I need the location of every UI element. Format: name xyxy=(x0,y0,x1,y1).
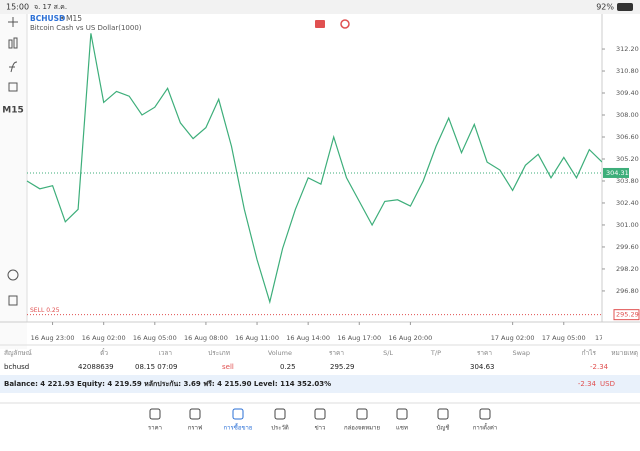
cell-time: 08.15 07:09 xyxy=(135,363,177,371)
column-header: S/L xyxy=(383,349,393,357)
y-tick-label: 312.20 xyxy=(616,45,639,53)
objects-tool[interactable] xyxy=(8,82,18,92)
cell-type: sell xyxy=(222,363,234,371)
x-tick-label: 16 Aug 02:00 xyxy=(82,334,126,342)
x-tick-label: 16 Aug 17:00 xyxy=(337,334,381,342)
column-header: Volume xyxy=(268,349,292,357)
column-header: T/P xyxy=(430,349,441,357)
nav-icon[interactable] xyxy=(314,408,326,420)
timeframe[interactable]: M15 xyxy=(2,106,23,116)
cell-volume: 0.25 xyxy=(280,363,296,371)
column-header: ประเภท xyxy=(208,349,230,357)
nav-icon[interactable] xyxy=(149,408,161,420)
y-tick-label: 305.20 xyxy=(616,155,639,163)
nav-icon[interactable] xyxy=(356,408,368,420)
nav-icon[interactable] xyxy=(274,408,286,420)
nav-icon[interactable] xyxy=(437,408,449,420)
y-tick-label: 296.80 xyxy=(616,287,639,295)
x-tick-label: 16 Aug 20:00 xyxy=(388,334,432,342)
clock-tool[interactable] xyxy=(7,269,19,281)
crosshair-tool[interactable] xyxy=(8,17,18,27)
add-tool[interactable] xyxy=(8,295,18,306)
y-tick-label: 302.40 xyxy=(616,199,639,207)
sidebar xyxy=(0,14,27,349)
nav-label[interactable]: แชท xyxy=(396,425,408,432)
status-bar xyxy=(0,0,640,14)
nav-label[interactable]: กล่องจดหมาย xyxy=(344,425,380,432)
x-tick-label: 16 Aug 08:00 xyxy=(184,334,228,342)
symbol: BCHUSD xyxy=(30,14,65,23)
x-tick-label: 17 Aug 08:0 xyxy=(595,334,635,342)
current-price-label: 304.31 xyxy=(606,169,629,177)
y-tick-label: 299.60 xyxy=(616,243,639,251)
x-tick-label: 17 Aug 02:00 xyxy=(491,334,535,342)
y-tick-label: 301.00 xyxy=(616,221,639,229)
column-header: สัญลักษณ์ xyxy=(4,349,32,357)
nav-label[interactable]: ราคา xyxy=(148,425,162,432)
nav-label[interactable]: บัญชี xyxy=(437,424,450,432)
column-header: หมายเหตุ xyxy=(611,349,638,357)
nav-label[interactable]: การซื้อขาย xyxy=(224,422,253,432)
column-header: ราคา xyxy=(329,349,344,357)
column-header: ราคา xyxy=(477,349,492,357)
y-tick-label: 306.60 xyxy=(616,133,639,141)
cell-profit: -2.34 xyxy=(590,363,609,371)
tools xyxy=(7,17,19,306)
cell-symbol: bchusd xyxy=(4,363,29,371)
x-tick-label: 16 Aug 11:00 xyxy=(235,334,279,342)
balance-bar xyxy=(0,375,640,393)
column-header: Swap xyxy=(512,349,530,357)
nav-label[interactable]: การตั้งค่า xyxy=(473,422,497,432)
column-header: กำไร xyxy=(582,349,597,357)
balance-currency: USD xyxy=(600,380,615,388)
nav-icon[interactable] xyxy=(232,408,244,420)
one-click-icon[interactable] xyxy=(315,20,325,28)
status-battery: 92% xyxy=(596,3,614,12)
nav-label[interactable]: กราฟ xyxy=(188,425,202,432)
current-price-box xyxy=(603,167,629,178)
nav-icon[interactable] xyxy=(479,408,491,420)
chart-timeframe: M15 xyxy=(66,14,82,23)
status-time: 15:00 xyxy=(6,3,29,12)
cell-open-price: 295.29 xyxy=(330,363,355,371)
battery-icon xyxy=(617,3,633,11)
column-header: ตั๋ว xyxy=(100,348,108,357)
candle-tool[interactable] xyxy=(8,39,13,49)
price-line xyxy=(26,33,602,305)
nav-icon[interactable] xyxy=(189,408,201,420)
balance-text: Balance: 4 221.93 Equity: 4 219.59 หลักป… xyxy=(4,380,331,388)
x-tick-label: 17 Aug 05:00 xyxy=(542,334,586,342)
x-tick-label: 16 Aug 05:00 xyxy=(133,334,177,342)
depth-icon[interactable] xyxy=(340,19,350,29)
order-price-box xyxy=(613,309,640,321)
nav-label[interactable]: ข่าว xyxy=(315,425,326,432)
plot-area: 16 Aug 23:00 16 Aug 02:00 16 Aug 05:00 16 A… xyxy=(26,33,635,342)
separator: • xyxy=(60,14,64,23)
y-tick-label: 310.80 xyxy=(616,67,639,75)
y-tick-label: 308.00 xyxy=(616,111,639,119)
status-date: จ. 17 ส.ค. xyxy=(34,3,67,11)
y-tick-label: 309.40 xyxy=(616,89,639,97)
order-price-label: 295.29 xyxy=(616,311,639,319)
x-tick-label: 16 Aug 23:00 xyxy=(31,334,75,342)
y-tick-label: 298.20 xyxy=(616,265,639,273)
cell-ticket: 42088639 xyxy=(78,363,114,371)
cell-price: 304.63 xyxy=(470,363,495,371)
nav-label[interactable]: ประวัติ xyxy=(271,425,289,432)
balance-profit: -2.34 xyxy=(578,380,597,388)
subtitle: Bitcoin Cash vs US Dollar(1000) xyxy=(30,24,142,32)
nav-icon[interactable] xyxy=(396,408,408,420)
column-header: เวลา xyxy=(158,349,172,357)
indicator-tool[interactable] xyxy=(9,61,18,73)
x-tick-label: 16 Aug 14:00 xyxy=(286,334,330,342)
y-tick-label: 303.80 xyxy=(616,177,639,185)
candle-tool[interactable] xyxy=(13,37,18,49)
order-label: SELL 0.25 xyxy=(30,307,60,314)
